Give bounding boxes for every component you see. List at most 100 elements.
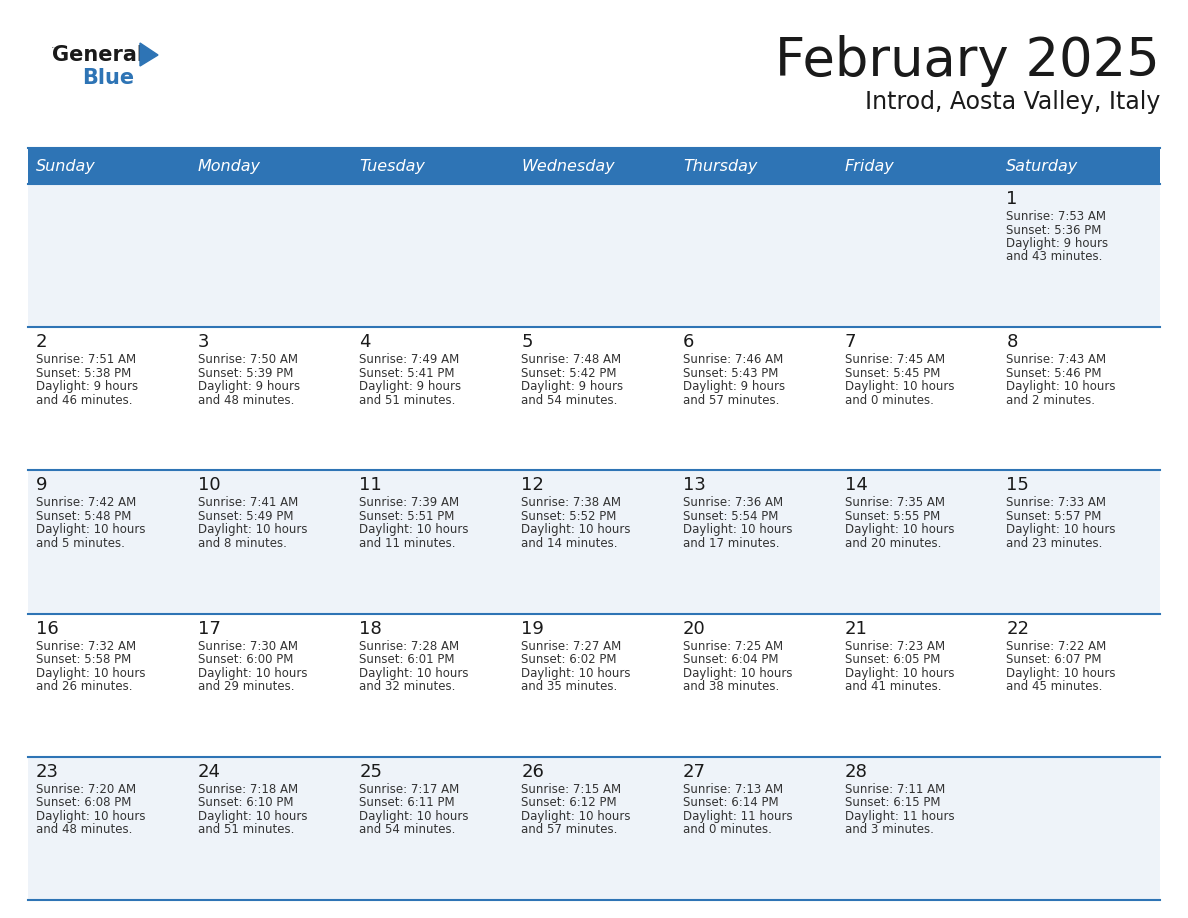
Text: Daylight: 11 hours: Daylight: 11 hours — [845, 810, 954, 823]
Text: Sunrise: 7:53 AM: Sunrise: 7:53 AM — [1006, 210, 1106, 223]
Text: Daylight: 10 hours: Daylight: 10 hours — [36, 666, 145, 679]
Text: 8: 8 — [1006, 333, 1018, 352]
Text: General: General — [52, 45, 144, 65]
Text: Daylight: 9 hours: Daylight: 9 hours — [197, 380, 299, 393]
Text: and 48 minutes.: and 48 minutes. — [197, 394, 295, 407]
Text: Daylight: 10 hours: Daylight: 10 hours — [36, 810, 145, 823]
Text: Sunset: 6:08 PM: Sunset: 6:08 PM — [36, 796, 132, 810]
Text: and 54 minutes.: and 54 minutes. — [522, 394, 618, 407]
Text: 9: 9 — [36, 476, 48, 495]
Text: #1A1A1A: #1A1A1A — [52, 47, 58, 48]
Text: Friday: Friday — [845, 159, 895, 174]
Text: Daylight: 10 hours: Daylight: 10 hours — [1006, 523, 1116, 536]
Text: Sunrise: 7:32 AM: Sunrise: 7:32 AM — [36, 640, 137, 653]
Text: 27: 27 — [683, 763, 706, 781]
Text: Sunrise: 7:30 AM: Sunrise: 7:30 AM — [197, 640, 298, 653]
Text: Sunset: 6:00 PM: Sunset: 6:00 PM — [197, 653, 293, 666]
Text: Daylight: 10 hours: Daylight: 10 hours — [683, 666, 792, 679]
Text: and 35 minutes.: and 35 minutes. — [522, 680, 618, 693]
Text: Sunrise: 7:15 AM: Sunrise: 7:15 AM — [522, 783, 621, 796]
Text: Sunrise: 7:36 AM: Sunrise: 7:36 AM — [683, 497, 783, 509]
Text: Daylight: 10 hours: Daylight: 10 hours — [197, 523, 308, 536]
Text: 18: 18 — [360, 620, 383, 638]
Text: and 51 minutes.: and 51 minutes. — [360, 394, 456, 407]
Text: Sunrise: 7:50 AM: Sunrise: 7:50 AM — [197, 353, 298, 366]
Text: Daylight: 10 hours: Daylight: 10 hours — [360, 666, 469, 679]
Text: 3: 3 — [197, 333, 209, 352]
Text: Sunrise: 7:51 AM: Sunrise: 7:51 AM — [36, 353, 137, 366]
Text: Daylight: 9 hours: Daylight: 9 hours — [36, 380, 138, 393]
Text: Daylight: 10 hours: Daylight: 10 hours — [845, 380, 954, 393]
Text: 7: 7 — [845, 333, 857, 352]
Text: Daylight: 10 hours: Daylight: 10 hours — [845, 523, 954, 536]
Text: 26: 26 — [522, 763, 544, 781]
Bar — [29, 148, 1159, 184]
Text: Daylight: 9 hours: Daylight: 9 hours — [522, 380, 624, 393]
Text: Sunset: 5:49 PM: Sunset: 5:49 PM — [197, 509, 293, 523]
Text: and 5 minutes.: and 5 minutes. — [36, 537, 125, 550]
Text: Sunset: 6:15 PM: Sunset: 6:15 PM — [845, 796, 940, 810]
Text: and 8 minutes.: and 8 minutes. — [197, 537, 286, 550]
Text: Sunrise: 7:46 AM: Sunrise: 7:46 AM — [683, 353, 783, 366]
Text: Sunset: 5:45 PM: Sunset: 5:45 PM — [845, 366, 940, 380]
Bar — [29, 184, 1159, 327]
Text: 22: 22 — [1006, 620, 1029, 638]
Text: Sunset: 5:55 PM: Sunset: 5:55 PM — [845, 509, 940, 523]
Text: and 14 minutes.: and 14 minutes. — [522, 537, 618, 550]
Text: and 45 minutes.: and 45 minutes. — [1006, 680, 1102, 693]
Text: Sunrise: 7:45 AM: Sunrise: 7:45 AM — [845, 353, 944, 366]
Text: Sunset: 6:01 PM: Sunset: 6:01 PM — [360, 653, 455, 666]
Text: Sunset: 5:48 PM: Sunset: 5:48 PM — [36, 509, 132, 523]
Text: Daylight: 10 hours: Daylight: 10 hours — [522, 666, 631, 679]
Text: Sunset: 5:42 PM: Sunset: 5:42 PM — [522, 366, 617, 380]
Text: Sunset: 6:02 PM: Sunset: 6:02 PM — [522, 653, 617, 666]
Text: 6: 6 — [683, 333, 694, 352]
Text: Sunset: 6:10 PM: Sunset: 6:10 PM — [197, 796, 293, 810]
Text: 20: 20 — [683, 620, 706, 638]
Text: Sunset: 5:58 PM: Sunset: 5:58 PM — [36, 653, 131, 666]
Text: 23: 23 — [36, 763, 59, 781]
Text: Sunset: 6:05 PM: Sunset: 6:05 PM — [845, 653, 940, 666]
Bar — [29, 470, 1159, 613]
Text: and 29 minutes.: and 29 minutes. — [197, 680, 295, 693]
Text: Daylight: 11 hours: Daylight: 11 hours — [683, 810, 792, 823]
Text: 21: 21 — [845, 620, 867, 638]
Text: Sunrise: 7:27 AM: Sunrise: 7:27 AM — [522, 640, 621, 653]
Text: Sunset: 5:54 PM: Sunset: 5:54 PM — [683, 509, 778, 523]
Text: Sunset: 5:57 PM: Sunset: 5:57 PM — [1006, 509, 1101, 523]
Text: and 26 minutes.: and 26 minutes. — [36, 680, 133, 693]
Text: Sunset: 6:14 PM: Sunset: 6:14 PM — [683, 796, 778, 810]
Text: Blue: Blue — [82, 68, 134, 88]
Text: 15: 15 — [1006, 476, 1029, 495]
Text: Sunrise: 7:18 AM: Sunrise: 7:18 AM — [197, 783, 298, 796]
Text: Sunrise: 7:13 AM: Sunrise: 7:13 AM — [683, 783, 783, 796]
Text: and 0 minutes.: and 0 minutes. — [845, 394, 934, 407]
Text: Sunset: 6:11 PM: Sunset: 6:11 PM — [360, 796, 455, 810]
Text: and 32 minutes.: and 32 minutes. — [360, 680, 456, 693]
Text: 28: 28 — [845, 763, 867, 781]
Text: and 46 minutes.: and 46 minutes. — [36, 394, 133, 407]
Text: Sunset: 5:52 PM: Sunset: 5:52 PM — [522, 509, 617, 523]
Text: 5: 5 — [522, 333, 532, 352]
Text: Thursday: Thursday — [683, 159, 757, 174]
Text: Sunrise: 7:39 AM: Sunrise: 7:39 AM — [360, 497, 460, 509]
Text: Sunset: 5:41 PM: Sunset: 5:41 PM — [360, 366, 455, 380]
Text: and 0 minutes.: and 0 minutes. — [683, 823, 772, 836]
Text: Sunrise: 7:28 AM: Sunrise: 7:28 AM — [360, 640, 460, 653]
Text: 10: 10 — [197, 476, 220, 495]
Text: Sunset: 5:46 PM: Sunset: 5:46 PM — [1006, 366, 1101, 380]
Text: Sunset: 5:43 PM: Sunset: 5:43 PM — [683, 366, 778, 380]
Text: 4: 4 — [360, 333, 371, 352]
Text: Sunrise: 7:20 AM: Sunrise: 7:20 AM — [36, 783, 137, 796]
Text: Daylight: 10 hours: Daylight: 10 hours — [522, 523, 631, 536]
Text: and 57 minutes.: and 57 minutes. — [683, 394, 779, 407]
Text: 2: 2 — [36, 333, 48, 352]
Text: Daylight: 10 hours: Daylight: 10 hours — [197, 810, 308, 823]
Text: and 17 minutes.: and 17 minutes. — [683, 537, 779, 550]
Text: Sunset: 5:51 PM: Sunset: 5:51 PM — [360, 509, 455, 523]
Text: Sunday: Sunday — [36, 159, 96, 174]
Text: and 57 minutes.: and 57 minutes. — [522, 823, 618, 836]
Text: Sunrise: 7:38 AM: Sunrise: 7:38 AM — [522, 497, 621, 509]
Text: and 2 minutes.: and 2 minutes. — [1006, 394, 1095, 407]
Text: Introd, Aosta Valley, Italy: Introd, Aosta Valley, Italy — [865, 90, 1159, 114]
